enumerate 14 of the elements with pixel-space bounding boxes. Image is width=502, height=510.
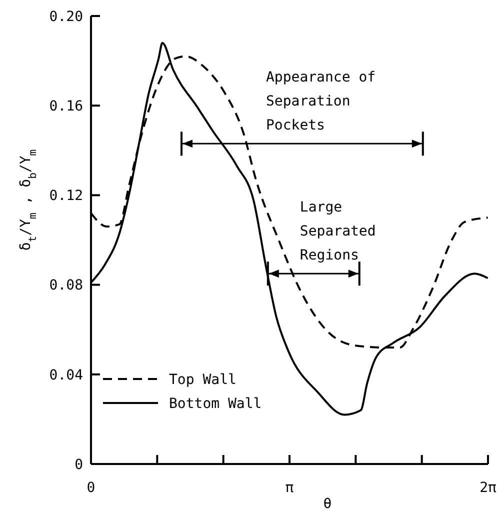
y-tick-label: 0.08 — [49, 278, 83, 294]
x-axis-title: θ — [323, 496, 332, 510]
y-tick-label: 0.16 — [49, 98, 83, 114]
legend-label: Top Wall — [169, 372, 236, 388]
annotation: Appearance of Separation Pockets — [266, 70, 376, 134]
x-tick-label: π — [285, 480, 294, 496]
y-tick-label: 0 — [74, 456, 83, 473]
annotation: Large Separated Regions — [300, 200, 376, 264]
x-tick-label: 0 — [86, 480, 96, 496]
legend-label: Bottom Wall — [169, 396, 262, 412]
x-tick-label: 2π — [480, 480, 497, 496]
y-tick-label: 0.04 — [49, 367, 83, 384]
y-tick-label: 0.12 — [49, 188, 83, 204]
y-tick-label: 0.20 — [49, 8, 83, 25]
